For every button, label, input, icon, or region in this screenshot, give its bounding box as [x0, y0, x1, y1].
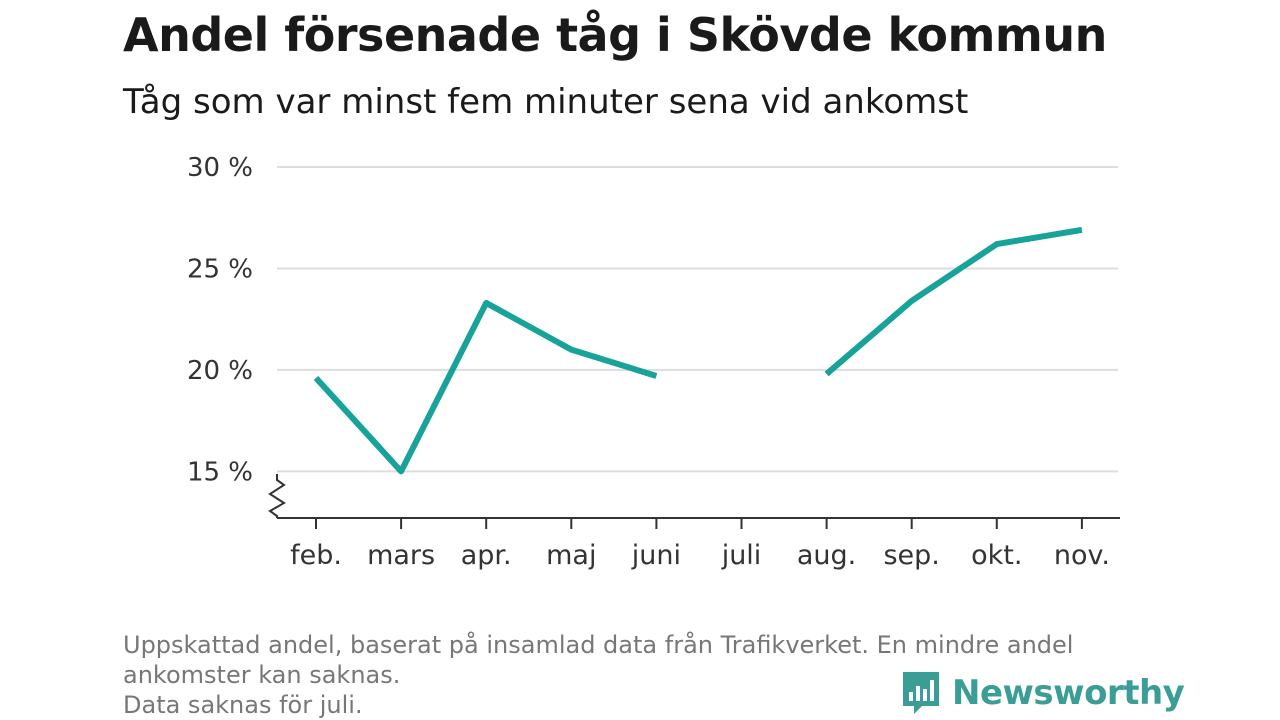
- y-axis-break-icon: [268, 474, 286, 518]
- series-line-segment: [824, 226, 1083, 377]
- y-tick-label: 15 %: [187, 457, 253, 487]
- x-tick-label: nov.: [1054, 540, 1110, 571]
- y-axis-break-mark: [268, 474, 286, 518]
- brand-logo: Newsworthy: [900, 670, 1185, 716]
- x-tick-label: juni: [631, 540, 681, 571]
- newsworthy-logo-icon: [903, 672, 939, 714]
- series-lines: [313, 226, 1083, 475]
- y-tick-label: 25 %: [187, 254, 253, 284]
- x-tick-label: aug.: [797, 540, 856, 571]
- x-tick-label: juli: [721, 540, 762, 571]
- footnote-line-2: ankomster kan saknas.: [123, 661, 401, 689]
- x-tick-label: feb.: [290, 540, 342, 571]
- chart-subtitle: Tåg som var minst fem minuter sena vid a…: [123, 82, 969, 122]
- brand-name: Newsworthy: [952, 673, 1185, 713]
- footnote-line-1: Uppskattad andel, baserat på insamlad da…: [123, 631, 1074, 659]
- x-tick-label: apr.: [461, 540, 512, 571]
- x-tick-label: okt.: [971, 540, 1022, 571]
- y-tick-label: 20 %: [187, 356, 253, 386]
- x-tick-label: maj: [546, 540, 596, 571]
- series-line-segment: [313, 299, 658, 475]
- chart-title: Andel försenade tåg i Skövde kommun: [123, 8, 1107, 62]
- footnote-line-3: Data saknas för juli.: [123, 691, 363, 719]
- x-axis-ticks: feb. mars apr. maj juni juli aug. sep. okt. nov.: [290, 518, 1110, 571]
- footnote: Uppskattad andel, baserat på insamlad da…: [123, 630, 1163, 720]
- y-axis-ticks: 15 % 20 % 25 % 30 %: [187, 153, 253, 487]
- x-tick-label: sep.: [883, 540, 939, 571]
- x-tick-label: mars: [367, 540, 435, 571]
- y-tick-label: 30 %: [187, 153, 253, 183]
- gridlines: [277, 166, 1118, 473]
